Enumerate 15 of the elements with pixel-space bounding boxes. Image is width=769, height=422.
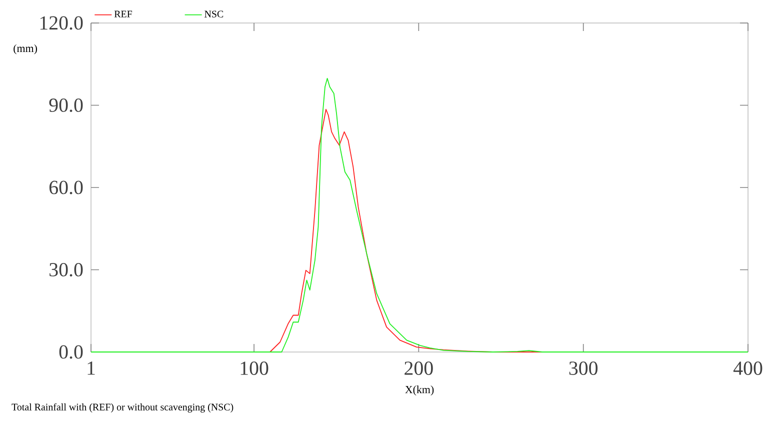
x-axis-title: X(km) bbox=[405, 386, 434, 396]
legend-label: NSC bbox=[204, 10, 224, 18]
x-tick-label: 400 bbox=[733, 362, 762, 375]
y-axis-title: (mm) bbox=[14, 44, 38, 54]
y-tick-label: 30.0 bbox=[50, 262, 83, 277]
y-tick-label: 120.0 bbox=[40, 16, 83, 30]
x-tick-label: 200 bbox=[404, 362, 433, 375]
y-tick-label: 60.0 bbox=[49, 180, 83, 194]
y-tick-label: 0.0 bbox=[59, 345, 83, 359]
x-tick-label: 300 bbox=[569, 362, 598, 375]
x-tick-label: 100 bbox=[240, 362, 268, 375]
y-tick-label: 90.0 bbox=[49, 98, 83, 112]
x-tick-label: 1 bbox=[88, 362, 95, 375]
legend-label: REF bbox=[114, 10, 132, 18]
text: Total Rainfall with (REF) or without scavenging (NSC) bbox=[12, 403, 234, 412]
